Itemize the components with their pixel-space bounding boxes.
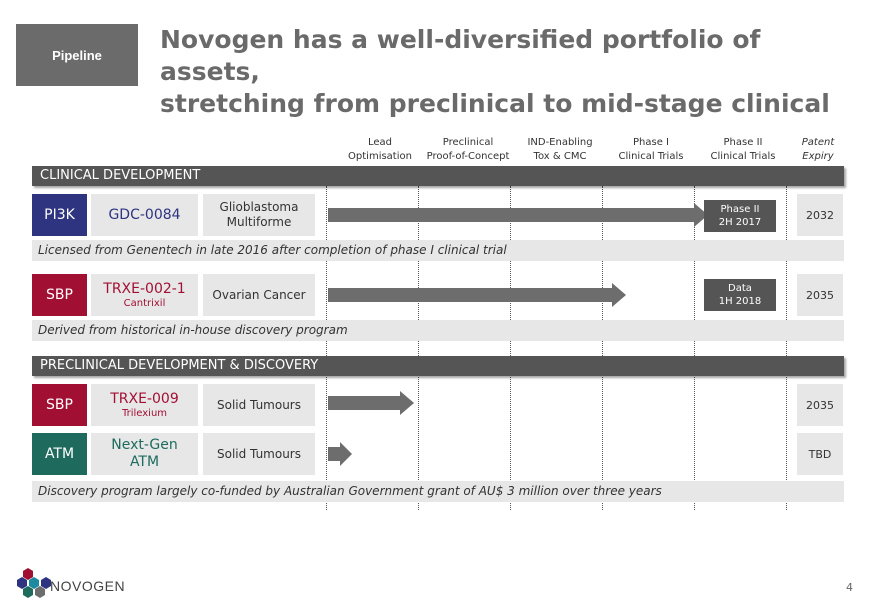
target-atm: ATM bbox=[32, 433, 87, 475]
progress-arrow-trxe-002-1 bbox=[328, 283, 626, 307]
col-ind-enabling: IND-Enabling Tox & CMC bbox=[527, 137, 593, 162]
indication-glioblastoma: Glioblastoma Multiforme bbox=[203, 194, 315, 236]
drug-trxe-002-1: TRXE-002-1 Cantrixil bbox=[91, 274, 198, 316]
page-number: 4 bbox=[846, 581, 853, 594]
note-grant: Discovery program largely co-funded by A… bbox=[32, 481, 844, 502]
progress-arrow-trxe-009 bbox=[328, 391, 414, 415]
title-line-2: stretching from preclinical to mid-stage… bbox=[160, 89, 830, 118]
col-patent-expiry: Patent Expiry bbox=[801, 137, 835, 162]
gridline bbox=[326, 186, 327, 510]
patent-expiry-trxe-002-1: 2035 bbox=[797, 274, 843, 316]
progress-arrow-next-gen-atm bbox=[328, 442, 352, 466]
gridline bbox=[786, 186, 787, 510]
gridline bbox=[602, 186, 603, 510]
gridline bbox=[694, 186, 695, 510]
milestone-data-badge: Data 1H 2018 bbox=[704, 279, 776, 311]
title-line-1: Novogen has a well-diversified portfolio… bbox=[160, 25, 761, 86]
drug-gdc-0084: GDC-0084 bbox=[91, 194, 198, 236]
drug-next-gen-atm: Next-Gen ATM bbox=[91, 433, 198, 475]
patent-expiry-trxe-009: 2035 bbox=[797, 384, 843, 426]
col-lead-optimisation: Lead Optimisation bbox=[348, 137, 412, 162]
target-pi3k: PI3K bbox=[32, 194, 87, 236]
patent-expiry-gdc-0084: 2032 bbox=[797, 194, 843, 236]
col-preclinical: Preclinical Proof-of-Concept bbox=[426, 137, 510, 162]
progress-arrow-gdc-0084 bbox=[328, 203, 708, 227]
preclinical-development-header: PRECLINICAL DEVELOPMENT & DISCOVERY bbox=[32, 356, 844, 376]
gridline bbox=[510, 186, 511, 510]
drug-trxe-009: TRXE-009 Trilexium bbox=[91, 384, 198, 426]
target-sbp: SBP bbox=[32, 274, 87, 316]
indication-solid-tumours: Solid Tumours bbox=[203, 433, 315, 475]
indication-solid-tumours: Solid Tumours bbox=[203, 384, 315, 426]
col-phase-1: Phase I Clinical Trials bbox=[618, 137, 684, 162]
note-in-house: Derived from historical in-house discove… bbox=[32, 320, 844, 341]
page-title: Novogen has a well-diversified portfolio… bbox=[160, 24, 860, 120]
milestone-phase2-badge: Phase II 2H 2017 bbox=[704, 200, 776, 232]
novogen-wordmark: NOVOGEN bbox=[50, 578, 126, 594]
target-sbp: SBP bbox=[32, 384, 87, 426]
note-genentech: Licensed from Genentech in late 2016 aft… bbox=[32, 240, 844, 261]
clinical-development-header: CLINICAL DEVELOPMENT bbox=[32, 166, 844, 186]
col-phase-2: Phase II Clinical Trials bbox=[710, 137, 776, 162]
indication-ovarian-cancer: Ovarian Cancer bbox=[203, 274, 315, 316]
novogen-logo-icon bbox=[17, 568, 51, 598]
section-tag: Pipeline bbox=[16, 24, 138, 86]
patent-expiry-next-gen-atm: TBD bbox=[797, 433, 843, 475]
gridline bbox=[418, 186, 419, 510]
